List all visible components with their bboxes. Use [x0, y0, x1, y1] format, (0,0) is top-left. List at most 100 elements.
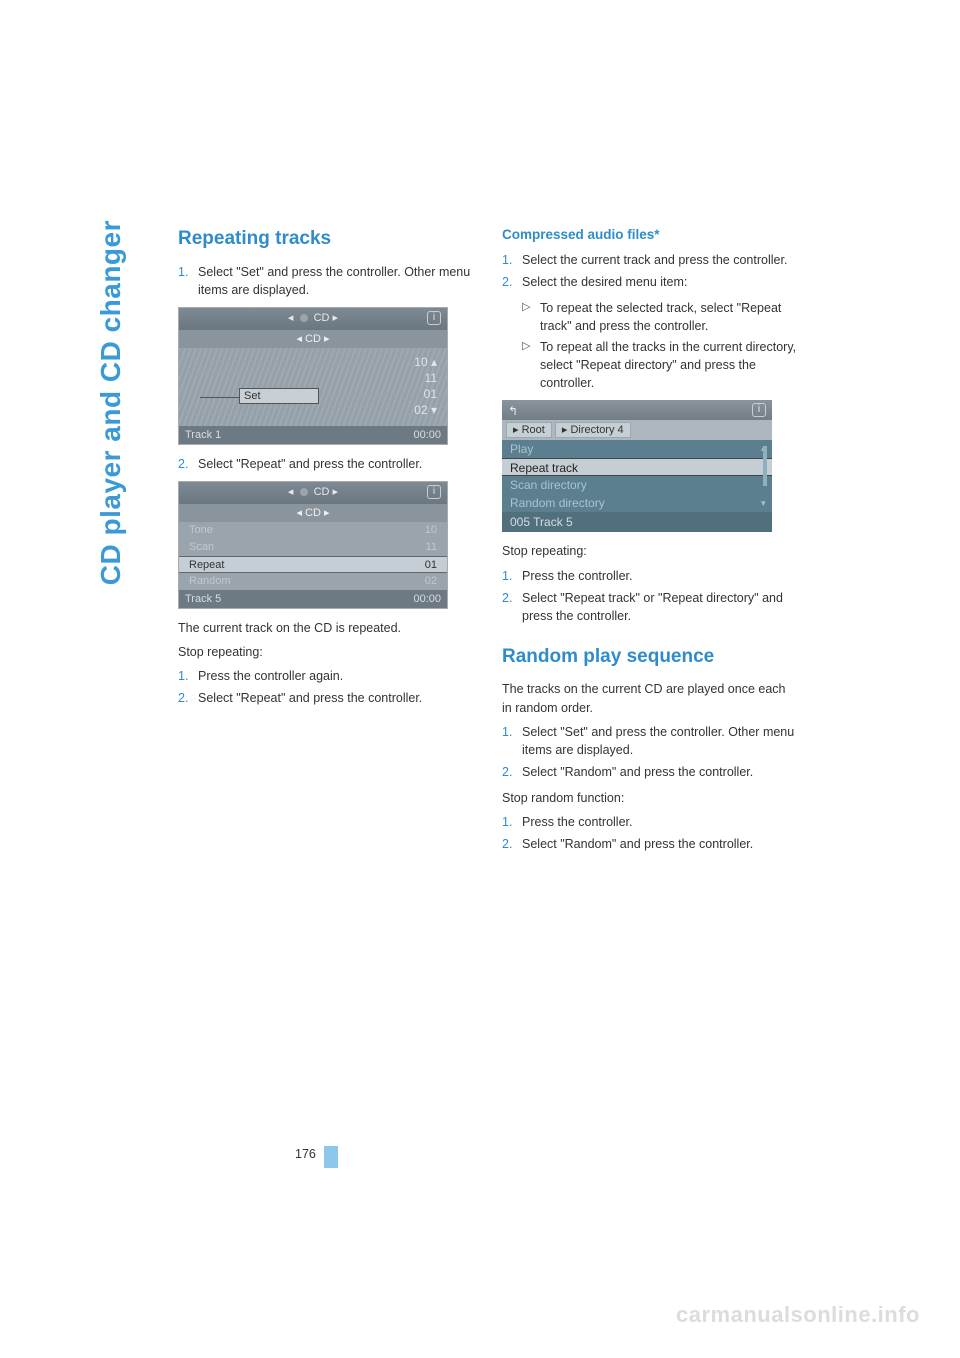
- list-row: Scan directory: [502, 476, 772, 494]
- paragraph: Stop random function:: [502, 789, 798, 807]
- dot-icon: [300, 488, 308, 496]
- step-number: 1.: [502, 723, 522, 759]
- menu-label: Repeat: [189, 557, 224, 572]
- scrollbar: ▴ ▾: [762, 444, 768, 508]
- paragraph: The tracks on the current CD are played …: [502, 680, 798, 716]
- step-item: 2. Select "Repeat track" or "Repeat dire…: [502, 589, 798, 625]
- shot-subheader: ◂ CD ▸: [179, 504, 447, 522]
- arrow-left-icon: ◂: [296, 333, 302, 345]
- screenshot-cd-repeat: ◂ CD ▸ i ◂ CD ▸ Tone 10: [178, 481, 448, 609]
- heading-random-play: Random play sequence: [502, 643, 798, 671]
- list-row: Random directory: [502, 494, 772, 512]
- steps-compressed: 1. Select the current track and press th…: [502, 251, 798, 291]
- paragraph: Stop repeating:: [178, 643, 474, 661]
- menu-value: 10: [425, 522, 437, 539]
- cd-label: CD: [314, 486, 330, 498]
- step-item: 2. Select "Random" and press the control…: [502, 763, 798, 781]
- shot-footer: Track 5 00:00: [179, 590, 447, 608]
- shot-body: 10 ▴ 11 01 02 ▾ Set: [179, 348, 447, 426]
- page-number: 176: [295, 1147, 316, 1161]
- shot-header: ◂ CD ▸ i: [179, 482, 447, 504]
- menu-row-selected: Repeat 01: [179, 556, 447, 573]
- section-tab-label: CD player and CD changer: [95, 220, 127, 585]
- back-icon: ↰: [508, 403, 518, 420]
- step-item: 1. Select "Set" and press the controller…: [178, 263, 474, 299]
- triangle-icon: ▷: [522, 299, 540, 335]
- arrow-left-icon: ◂: [288, 312, 294, 324]
- menu-label: Scan: [189, 539, 214, 556]
- arrow-right-icon: ▸: [333, 486, 339, 498]
- track-num: 10 ▴: [414, 354, 437, 370]
- step-text: Select the current track and press the c…: [522, 251, 798, 269]
- paragraph: Stop repeating:: [502, 542, 798, 560]
- track-num: 11: [414, 370, 437, 386]
- step-number: 1.: [502, 567, 522, 585]
- step-number: 1.: [178, 263, 198, 299]
- step-item: 1. Select "Set" and press the controller…: [502, 723, 798, 759]
- page-number-bar: [324, 1146, 338, 1168]
- step-number: 2.: [178, 455, 198, 473]
- step-item: 1. Select the current track and press th…: [502, 251, 798, 269]
- step-number: 2.: [502, 589, 522, 625]
- shot-header: ◂ CD ▸ i: [179, 308, 447, 330]
- content-columns: Repeating tracks 1. Select "Set" and pre…: [178, 225, 798, 861]
- step-text: Select the desired menu item:: [522, 273, 798, 291]
- bullet-text: To repeat the selected track, select "Re…: [540, 299, 798, 335]
- list-row: Play: [502, 440, 772, 458]
- shot-menu: Tone 10 Scan 11 Repeat 01 Random 02: [179, 522, 447, 590]
- arrow-left-icon: ◂: [296, 507, 302, 519]
- step-text: Select "Random" and press the controller…: [522, 835, 798, 853]
- shot-header-center: ◂ CD ▸: [179, 485, 447, 501]
- crumb-root: ▸ Root: [506, 422, 552, 438]
- step-item: 1. Press the controller.: [502, 813, 798, 831]
- track-numbers: 10 ▴ 11 01 02 ▾: [414, 354, 437, 418]
- menu-row: Scan 11: [179, 539, 447, 556]
- step-text: Select "Random" and press the controller…: [522, 763, 798, 781]
- arrow-right-icon: ▸: [333, 312, 339, 324]
- left-column: Repeating tracks 1. Select "Set" and pre…: [178, 225, 474, 861]
- menu-value: 02: [425, 573, 437, 590]
- shot-header-center: ◂ CD ▸: [179, 311, 447, 327]
- steps-stop-compressed: 1. Press the controller. 2. Select "Repe…: [502, 567, 798, 625]
- menu-row: Tone 10: [179, 522, 447, 539]
- track-label: Track 5: [185, 590, 221, 608]
- shot-list: Play Repeat track Scan directory Random …: [502, 440, 772, 512]
- heading-repeating-tracks: Repeating tracks: [178, 225, 474, 253]
- track-label: Track 1: [185, 426, 221, 444]
- step-item: 2. Select "Repeat" and press the control…: [178, 689, 474, 707]
- screenshot-directory: ↰ i ▸ Root ▸ Directory 4 Play Repeat tra…: [502, 400, 772, 532]
- step-text: Select "Repeat track" or "Repeat directo…: [522, 589, 798, 625]
- scroll-thumb: [763, 446, 767, 486]
- shot-footer: Track 1 00:00: [179, 426, 447, 444]
- step-text: Press the controller.: [522, 813, 798, 831]
- right-column: Compressed audio files* 1. Select the cu…: [502, 225, 798, 861]
- sub-bullet: ▷ To repeat the selected track, select "…: [522, 299, 798, 335]
- time-label: 00:00: [413, 590, 441, 608]
- step-text: Select "Set" and press the controller. O…: [522, 723, 798, 759]
- step-text: Select "Repeat" and press the controller…: [198, 455, 474, 473]
- info-icon: i: [427, 311, 441, 325]
- step-number: 1.: [178, 667, 198, 685]
- cd-sub-label: CD: [305, 507, 321, 519]
- cd-label: CD: [314, 312, 330, 324]
- step-item: 1. Press the controller again.: [178, 667, 474, 685]
- steps-repeating-2: 2. Select "Repeat" and press the control…: [178, 455, 474, 473]
- track-num: 01: [414, 386, 437, 402]
- cd-sub-label: CD: [305, 333, 321, 345]
- heading-compressed-audio: Compressed audio files*: [502, 225, 798, 245]
- arrow-right-icon: ▸: [324, 333, 330, 345]
- info-icon: i: [427, 485, 441, 499]
- steps-random: 1. Select "Set" and press the controller…: [502, 723, 798, 781]
- menu-label: Random: [189, 573, 231, 590]
- step-item: 2. Select the desired menu item:: [502, 273, 798, 291]
- paragraph: The current track on the CD is repeated.: [178, 619, 474, 637]
- sub-bullet: ▷ To repeat all the tracks in the curren…: [522, 338, 798, 392]
- menu-label: Tone: [189, 522, 213, 539]
- step-number: 2.: [502, 763, 522, 781]
- track-num: 02 ▾: [414, 402, 437, 418]
- step-number: 1.: [502, 251, 522, 269]
- dot-icon: [300, 314, 308, 322]
- crumb-dir: ▸ Directory 4: [555, 422, 631, 438]
- info-icon: i: [752, 403, 766, 417]
- step-number: 2.: [502, 835, 522, 853]
